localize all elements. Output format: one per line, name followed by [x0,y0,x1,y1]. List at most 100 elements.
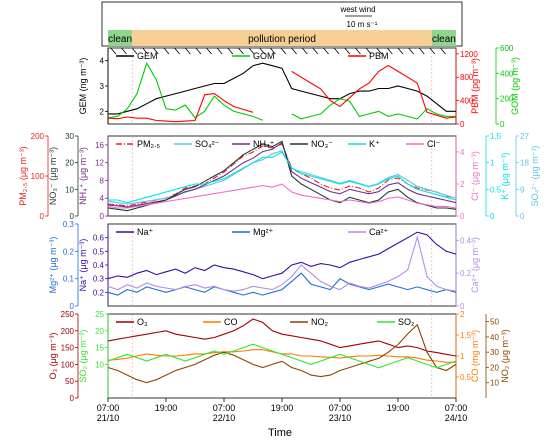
cations-tick-label: 0.3 [63,220,75,229]
aerosol-axis-label-K⁺: K⁺ (μg m⁻³) [500,152,510,199]
aerosol-tick-label: 9 [520,185,525,194]
top-tick-label: 600 [500,44,514,53]
period-segment-2 [431,30,456,46]
gases-legend-label: CO [224,317,238,327]
wind-arrow [355,47,361,55]
aerosol-axis-label-NH₄⁺: NH₄⁺ (μg m⁻³) [78,147,88,205]
x-tick-time-2: 07:00 [213,403,236,413]
aerosol-legend-label: PM₂.₅ [137,139,160,149]
x-tick-date-4: 23/10 [329,413,352,423]
aerosol-tick-label: 27 [520,132,529,141]
aerosol-tick-label: 12 [95,159,104,168]
gases-tick-label: 20 [95,327,104,336]
cations-tick-label: 0.5 [93,247,105,256]
gases-tick-label: 2 [460,310,465,319]
gases-tick-label: 1 [460,352,465,361]
aerosol-tick-label: 1 [490,159,495,168]
top-series-PBM [107,64,457,123]
wind-arrow [174,47,180,55]
wind-arrow [227,47,234,55]
gases-tick-label: 0 [70,394,75,403]
wind-arrow [238,47,244,55]
cations-legend-label: Ca²⁺ [369,227,389,237]
cations-axis-label-Ca²⁺: Ca²⁺ (μg m⁻³) [470,237,480,293]
aerosol-series-K⁺ [108,151,457,204]
aerosol-frame [107,135,457,217]
x-tick-time-6: 07:00 [445,403,468,413]
top-legend-label: GOM [253,51,275,61]
wind-arrow [440,47,446,55]
x-tick-date-0: 21/10 [97,413,120,423]
aerosol-legend-label: SO₄²⁻ [195,139,220,149]
top-tick-label: 3 [100,82,105,91]
aerosol-series-SO₄²⁻ [107,150,457,205]
gases-tick-label: 200 [61,327,75,336]
cations-tick-label: 0.2 [63,247,75,256]
x-tick-time-4: 07:00 [329,403,352,413]
aerosol-legend-label: NH₄⁺ [253,139,275,149]
period-label-2: clean [432,34,456,45]
gases-tick-label: 10 [490,379,499,388]
top-tick-label: 0 [500,120,505,129]
aerosol-legend-label: Cl⁻ [427,139,440,149]
gases-tick-label: 0.5 [460,373,472,382]
top-legend-label: GEM [137,51,158,61]
wind-arrow [344,47,351,55]
wind-arrow [195,47,202,55]
cations-tick-label: 0.2 [93,288,105,297]
top-frame [107,47,457,125]
wind-label: west wind [339,5,375,14]
aerosol-tick-label: 0 [490,212,495,221]
top-axis-label-PBM: PBM (pg m⁻³) [470,58,480,114]
wind-arrow [131,47,138,55]
x-tick-date-6: 24/10 [445,413,468,423]
wind-arrow [280,47,287,55]
aerosol-tick-label: 0 [100,212,105,221]
wind-arrow [248,47,255,55]
wind-arrow [333,47,340,55]
wind-arrow [121,47,127,55]
gases-legend-label: NO₂ [311,317,329,327]
top-legend-label: PBM [369,51,389,61]
cations-frame [107,223,457,307]
cations-tick-label: 0 [70,302,75,311]
period-label-1: pollution period [248,34,316,45]
wind-arrow [408,47,414,55]
wind-arrow [110,47,117,55]
wind-arrow [216,47,223,55]
wind-arrow [163,47,170,55]
x-tick-time-3: 19:00 [271,403,294,413]
aerosol-tick-label: 0 [70,212,75,221]
cations-tick-label: 0.4 [460,236,472,245]
top-tick-label: 200 [500,95,514,104]
x-tick-time-1: 19:00 [155,403,178,413]
x-axis-title: Time [268,427,292,439]
gases-tick-label: 50 [490,318,499,327]
gases-tick-label: 40 [490,333,499,342]
gases-tick-label: 150 [61,344,75,353]
aerosol-axis-label-NO₃⁻: NO₃⁻ (μg m⁻³) [48,147,58,205]
aerosol-legend-label: NO₃⁻ [311,139,333,149]
wind-arrow [418,47,425,55]
aerosol-tick-label: 30 [65,132,74,141]
cations-legend-label: Mg²⁺ [253,227,273,237]
aerosol-tick-label: 8 [100,176,105,185]
gases-series-SO₂ [107,343,457,369]
wind-arrow [206,47,212,55]
wind-arrow [365,47,372,55]
aerosol-axis-label-SO₄²⁻: SO₄²⁻ (μg m⁻³) [530,146,540,207]
aerosol-tick-label: 100 [31,172,45,181]
x-tick-time-0: 07:00 [97,403,120,413]
aerosol-tick-label: 1.5 [490,132,502,141]
gases-axis-label-NO₂: NO₂ (μg m⁻³) [500,329,510,382]
aerosol-tick-label: 0 [520,212,525,221]
top-tick-label: 400 [460,97,474,106]
wind-arrow [323,47,329,55]
cations-tick-label: 0.4 [93,261,105,270]
top-series-GOM [107,61,456,121]
cations-tick-label: 0.3 [93,275,105,284]
gases-tick-label: 100 [61,360,75,369]
aerosol-tick-label: 20 [65,159,74,168]
gases-series-O₃ [107,318,457,357]
